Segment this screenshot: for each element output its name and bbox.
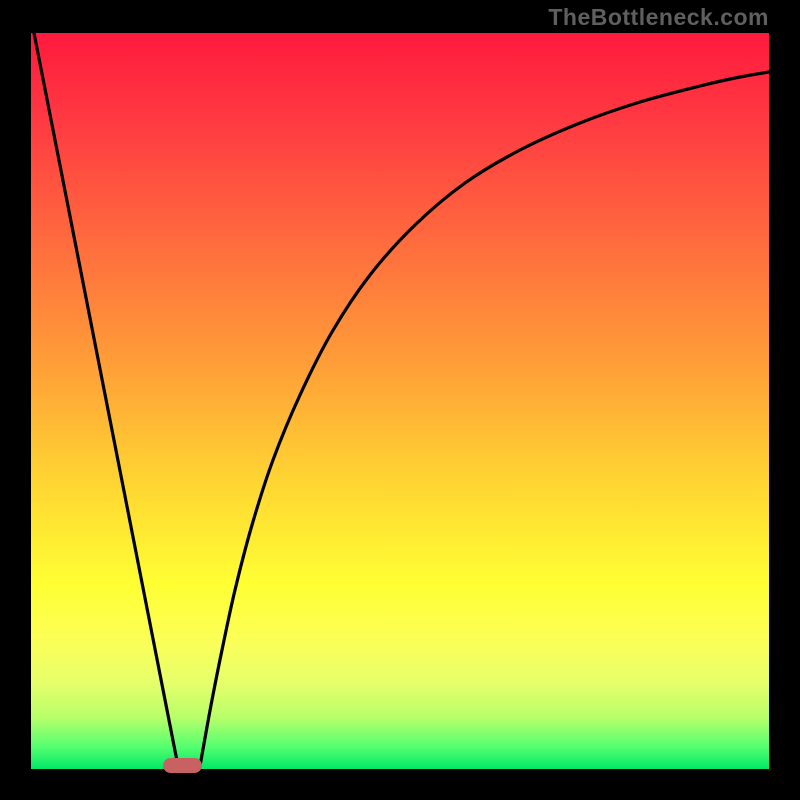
watermark-text: TheBottleneck.com xyxy=(548,4,769,31)
curve-layer xyxy=(31,33,769,769)
bottleneck-marker xyxy=(163,758,202,773)
plot-area xyxy=(31,33,769,769)
chart-container: TheBottleneck.com xyxy=(0,0,800,800)
